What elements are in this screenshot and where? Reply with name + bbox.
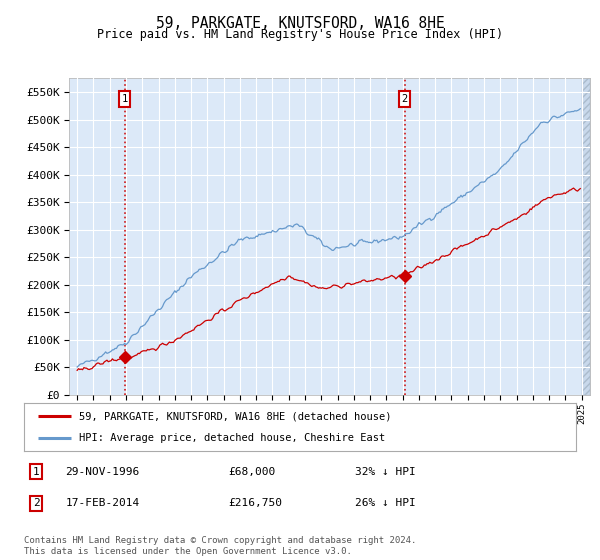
Text: 32% ↓ HPI: 32% ↓ HPI — [355, 466, 416, 477]
Text: 17-FEB-2014: 17-FEB-2014 — [65, 498, 140, 508]
Text: HPI: Average price, detached house, Cheshire East: HPI: Average price, detached house, Ches… — [79, 433, 385, 443]
Text: Price paid vs. HM Land Registry's House Price Index (HPI): Price paid vs. HM Land Registry's House … — [97, 28, 503, 41]
Text: 1: 1 — [33, 466, 40, 477]
Text: 1: 1 — [121, 94, 128, 104]
Text: 29-NOV-1996: 29-NOV-1996 — [65, 466, 140, 477]
Text: £216,750: £216,750 — [228, 498, 282, 508]
Text: 26% ↓ HPI: 26% ↓ HPI — [355, 498, 416, 508]
Text: £68,000: £68,000 — [228, 466, 275, 477]
Text: 59, PARKGATE, KNUTSFORD, WA16 8HE: 59, PARKGATE, KNUTSFORD, WA16 8HE — [155, 16, 445, 31]
Text: 2: 2 — [33, 498, 40, 508]
Text: 2: 2 — [401, 94, 408, 104]
Text: 59, PARKGATE, KNUTSFORD, WA16 8HE (detached house): 59, PARKGATE, KNUTSFORD, WA16 8HE (detac… — [79, 411, 392, 421]
Text: Contains HM Land Registry data © Crown copyright and database right 2024.
This d: Contains HM Land Registry data © Crown c… — [24, 536, 416, 556]
